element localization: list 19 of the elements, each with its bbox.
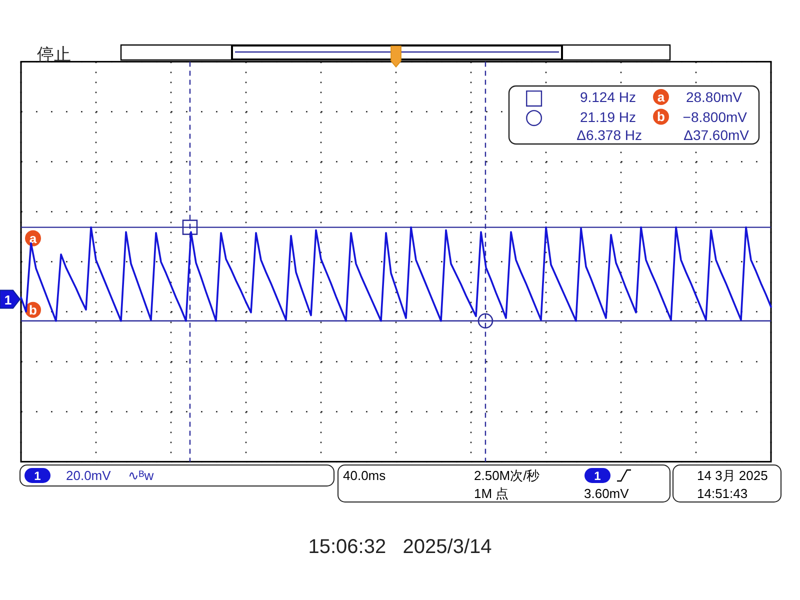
- annotation: 14:51:43: [697, 486, 748, 501]
- annotation: 20.0mV: [66, 468, 111, 483]
- annotation: 28.80mV: [686, 89, 742, 105]
- annotation: 3.60mV: [584, 486, 629, 501]
- annotation: Δ37.60mV: [684, 127, 749, 143]
- annotation: 2.50M次/秒: [474, 468, 540, 483]
- series-label: 1: [4, 292, 12, 308]
- annotation: ∿ᴮw: [128, 468, 154, 483]
- annotation: 9.124 Hz: [580, 89, 636, 105]
- annotation: −8.800mV: [682, 109, 747, 125]
- annotation: 21.19 Hz: [580, 109, 636, 125]
- annotation: 1M 点: [474, 486, 509, 501]
- annotation: Δ6.378 Hz: [576, 127, 642, 143]
- annotation: 40.0ms: [343, 468, 386, 483]
- ref-line-label: b: [29, 302, 38, 318]
- annotation: 14 3月 2025: [697, 468, 768, 483]
- annotation: 15:06:32 2025/3/14: [308, 536, 492, 558]
- ref-line-label: a: [29, 230, 38, 246]
- annotation: 停止: [37, 45, 71, 64]
